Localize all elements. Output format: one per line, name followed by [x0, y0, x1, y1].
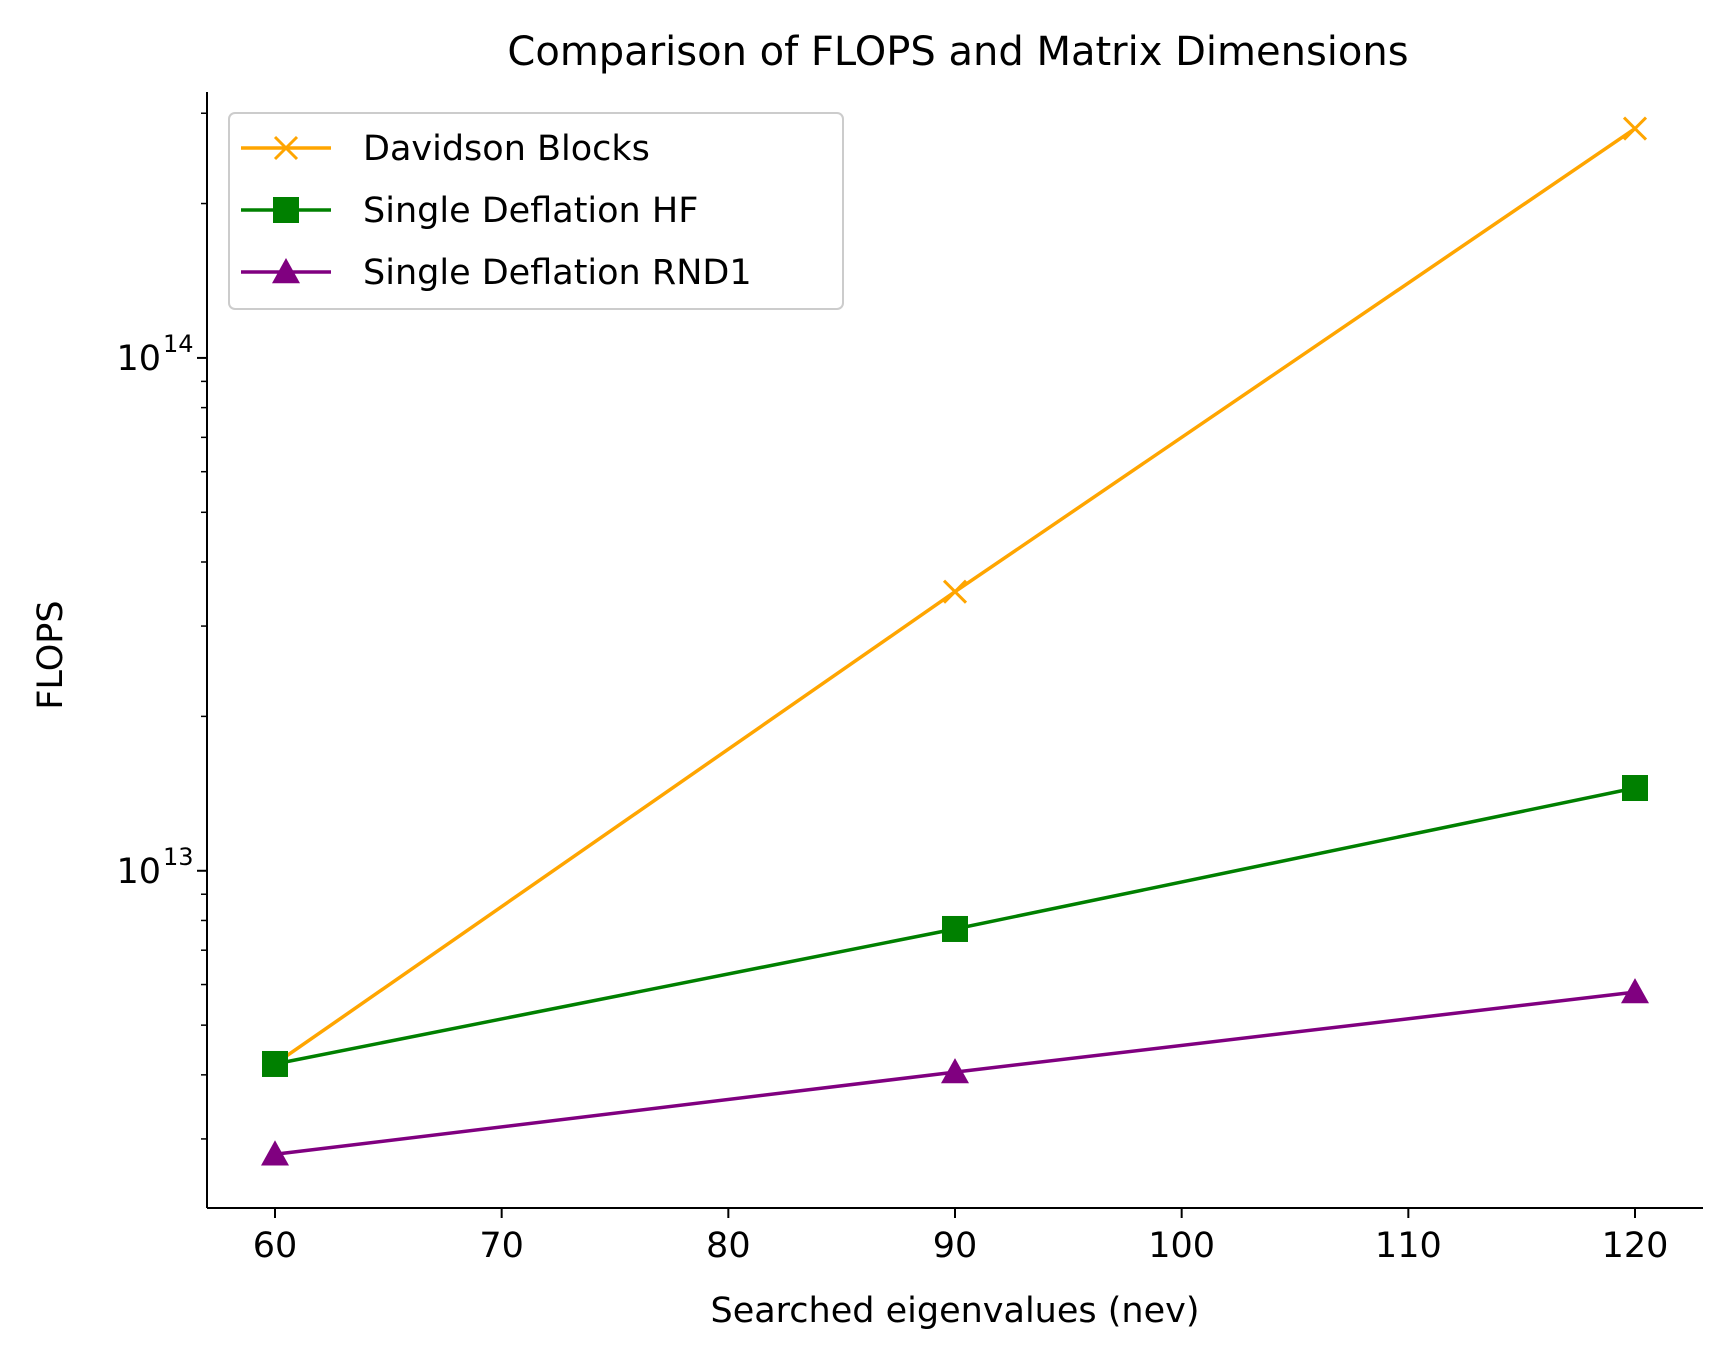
data-point	[1622, 775, 1648, 802]
legend-marker	[272, 258, 300, 284]
chart-title: Comparison of FLOPS and Matrix Dimension…	[507, 29, 1408, 75]
plot-area	[261, 116, 1649, 1166]
legend: Davidson Blocks Single Deflation HF Single…	[228, 112, 844, 310]
legend-marker	[273, 197, 299, 223]
data-point	[1622, 116, 1648, 141]
legend-item: Single Deflation RND1	[241, 253, 752, 293]
y-tick-exponent: 14	[163, 330, 194, 358]
legend-item: Single Deflation HF	[241, 191, 698, 231]
series-triangle	[261, 978, 1649, 1166]
y-tick-label: 10	[116, 339, 161, 379]
legend-label: Davidson Blocks	[363, 129, 650, 169]
legend-marker	[273, 135, 299, 161]
legend-box	[228, 112, 844, 310]
legend-label: Single Deflation HF	[363, 191, 698, 231]
data-point	[262, 1050, 288, 1077]
x-tick-label: 110	[1375, 1226, 1442, 1266]
data-point	[942, 915, 968, 942]
x-tick-label: 70	[479, 1226, 524, 1266]
data-point	[942, 579, 968, 604]
series-square	[262, 775, 1648, 1077]
data-point	[941, 1058, 969, 1084]
legend-label: Single Deflation RND1	[363, 253, 752, 293]
y-tick-exponent: 13	[163, 843, 194, 871]
x-tick-label: 80	[706, 1226, 751, 1266]
x-tick-label: 60	[253, 1226, 298, 1266]
x-tick-label: 100	[1148, 1226, 1215, 1266]
y-axis-label: FLOPS	[31, 600, 71, 709]
x-ticks: 60 70 80 90 100 110 120	[253, 1208, 1669, 1266]
legend-item: Davidson Blocks	[241, 129, 650, 169]
x-axis-label: Searched eigenvalues (nev)	[710, 1291, 1199, 1331]
x-tick-label: 90	[933, 1226, 978, 1266]
y-tick-label: 10	[116, 852, 161, 892]
x-tick-label: 120	[1602, 1226, 1669, 1266]
data-point	[261, 1140, 289, 1166]
data-point	[1621, 978, 1649, 1004]
